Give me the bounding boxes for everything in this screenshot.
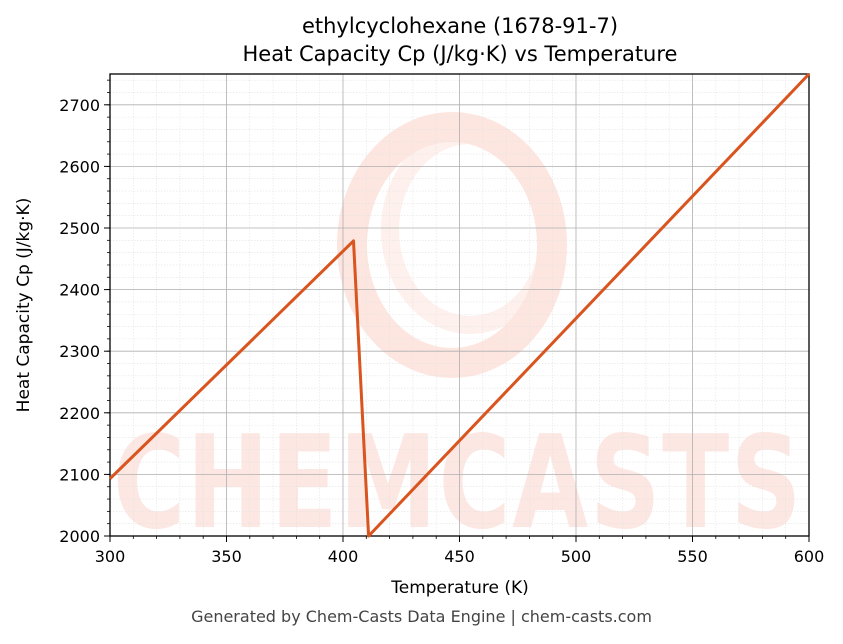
y-tick-label: 2100 [59, 465, 100, 484]
y-tick-label: 2600 [59, 157, 100, 176]
axis-ticks [104, 79, 810, 542]
y-axis-label: Heat Capacity Cp (J/kg·K) [14, 198, 34, 413]
x-axis-label: Temperature (K) [390, 578, 529, 598]
footer-credit: Generated by Chem-Casts Data Engine | ch… [191, 607, 652, 626]
watermark: CHEMCASTS [113, 112, 803, 558]
watermark-swirl-icon [337, 112, 567, 378]
x-tick-label: 550 [677, 547, 708, 566]
x-tick-label: 400 [328, 547, 359, 566]
x-tick-label: 300 [95, 547, 126, 566]
x-tick-label: 450 [444, 547, 475, 566]
tick-labels: 300 350 400 450 500 550 600 2000 2100 2200 2300 240… [59, 96, 824, 566]
series-layer [108, 72, 811, 538]
chart-title-line1: ethylcyclohexane (1678-91-7) [302, 14, 618, 38]
y-tick-label: 2500 [59, 219, 100, 238]
x-tick-label: 600 [794, 547, 825, 566]
series-line [108, 72, 811, 538]
watermark-text: CHEMCASTS [113, 409, 803, 558]
y-tick-label: 2400 [59, 281, 100, 300]
x-tick-label: 350 [211, 547, 242, 566]
y-tick-label: 2000 [59, 527, 100, 546]
grid [109, 74, 810, 537]
y-tick-label: 2300 [59, 342, 100, 361]
chart-title-line2: Heat Capacity Cp (J/kg·K) vs Temperature [243, 42, 678, 66]
y-tick-label: 2200 [59, 404, 100, 423]
y-tick-label: 2700 [59, 96, 100, 115]
x-tick-label: 500 [561, 547, 592, 566]
